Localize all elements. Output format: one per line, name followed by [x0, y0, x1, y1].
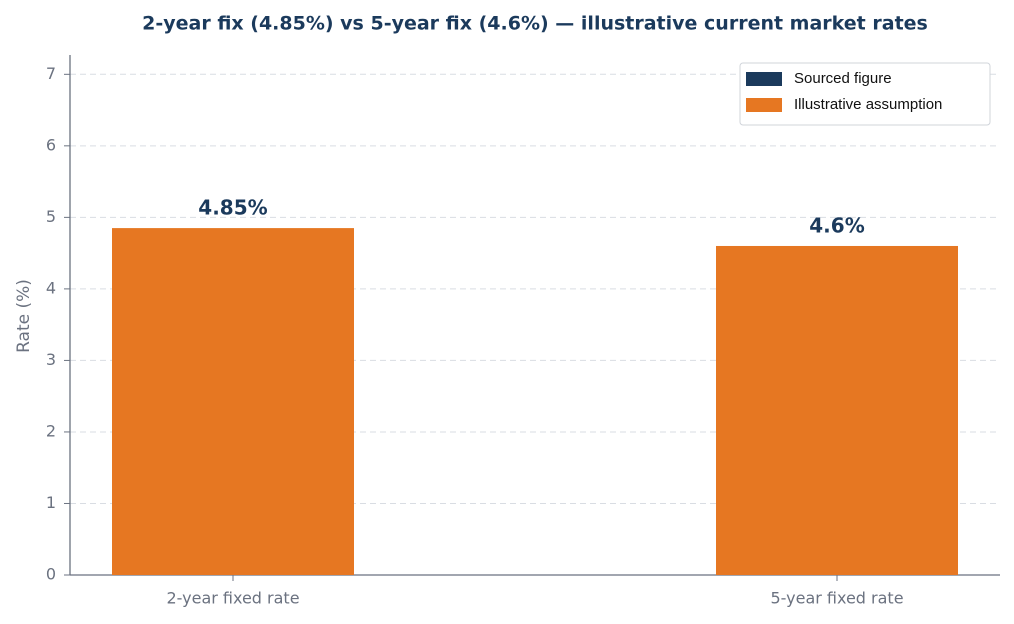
y-tick-label: 1: [46, 493, 56, 512]
y-tick-label: 2: [46, 421, 56, 440]
y-tick-label: 0: [46, 565, 56, 584]
legend-swatch: [746, 98, 782, 112]
y-tick-label: 7: [46, 64, 56, 83]
y-tick-label: 6: [46, 135, 56, 154]
y-tick-label: 5: [46, 207, 56, 226]
y-axis-label: Rate (%): [14, 279, 34, 353]
x-tick-label: 2-year fixed rate: [166, 589, 299, 608]
legend-label: Illustrative assumption: [794, 96, 942, 113]
legend-label: Sourced figure: [794, 70, 892, 87]
value-label: 4.85%: [198, 196, 267, 220]
x-tick-label: 5-year fixed rate: [770, 589, 903, 608]
y-tick-label: 3: [46, 350, 56, 369]
bar: [112, 228, 354, 575]
bar: [716, 245, 958, 575]
chart-title: 2-year fix (4.85%) vs 5-year fix (4.6%) …: [142, 13, 928, 35]
value-label: 4.6%: [809, 213, 864, 237]
y-tick-label: 4: [46, 278, 56, 297]
legend-box: [739, 62, 991, 126]
legend-swatch: [746, 72, 782, 86]
